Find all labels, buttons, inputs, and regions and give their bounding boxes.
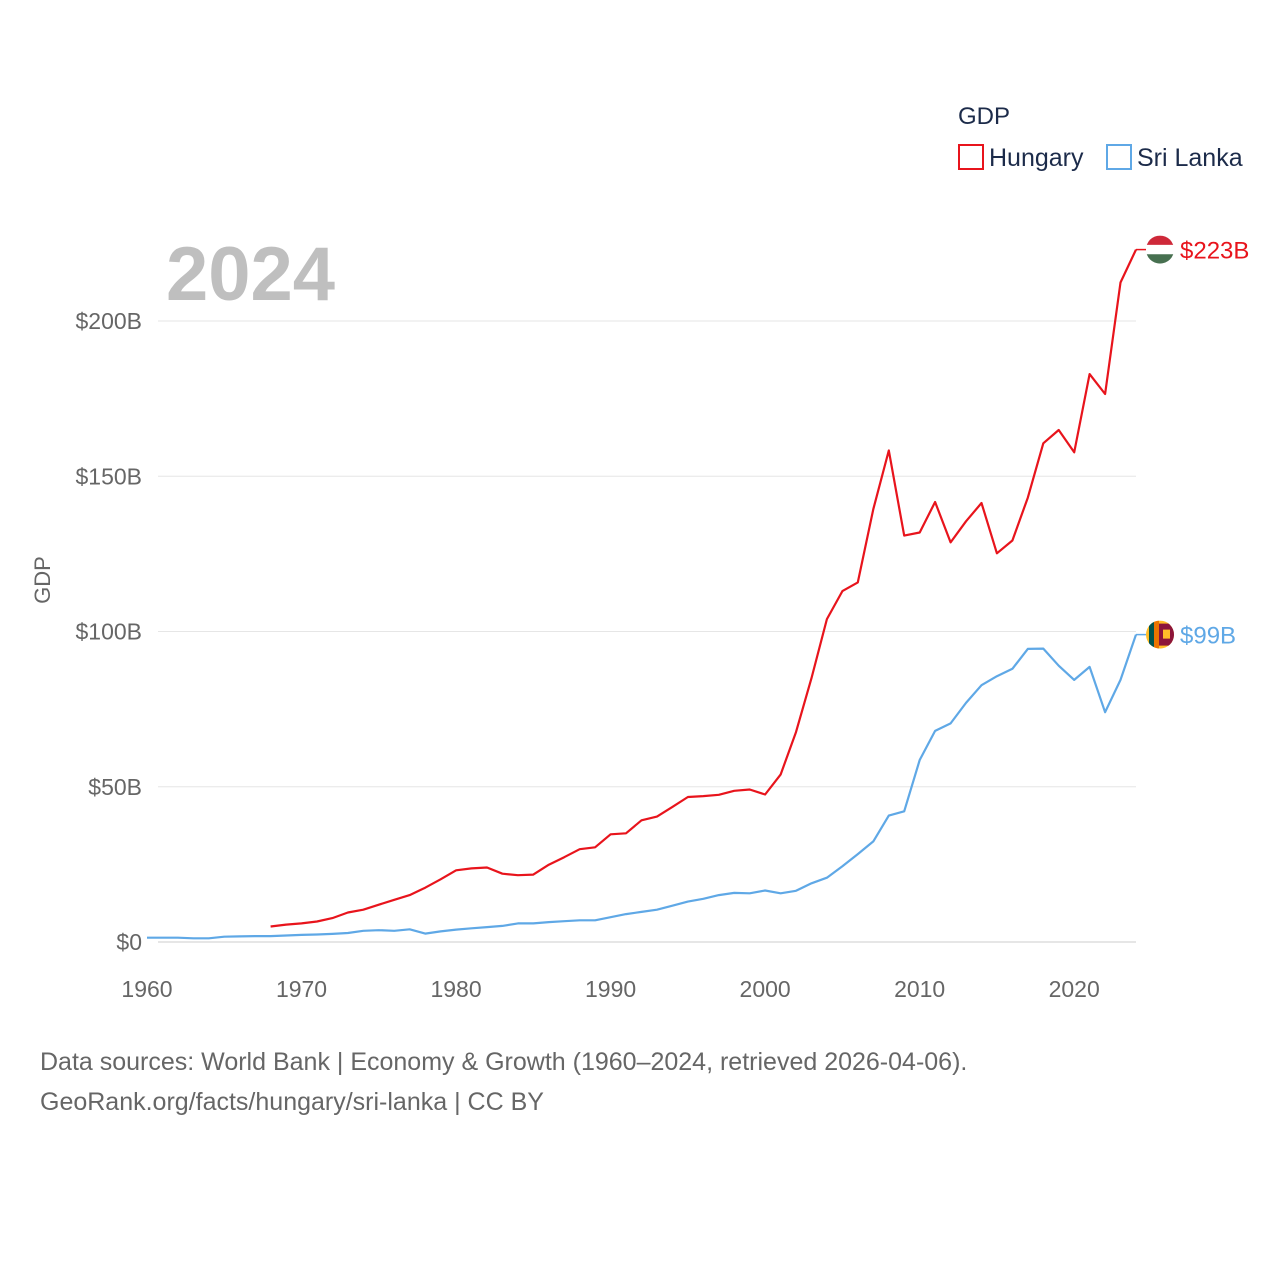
end-label-hungary: $223B [1180,238,1249,265]
legend-label-sri-lanka: Sri Lanka [1137,144,1243,172]
x-tick-label: 1970 [276,976,327,1002]
series-line-sri-lanka[interactable] [147,634,1138,940]
y-tick-label: $100B [75,619,142,645]
y-tick-label: $200B [75,308,142,334]
end-label-sri-lanka: $99B [1180,623,1236,650]
year-label: 2024 [166,232,335,317]
x-tick-label: 2020 [1049,976,1100,1002]
y-tick-label: $0 [116,929,142,955]
x-tick-label: 2000 [740,976,791,1002]
legend-swatch-hungary [958,144,984,170]
end-labels: $223B $99B [1136,235,1249,650]
y-tick-label: $50B [88,774,142,800]
legend: GDP Hungary Sri Lanka [958,103,1243,172]
legend-title: GDP [958,103,1010,130]
legend-item-sri-lanka[interactable]: Sri Lanka [1106,144,1243,172]
series-line-hungary[interactable] [270,249,1137,928]
sri-lanka-flag-icon [1146,620,1174,649]
footer: Data sources: World Bank | Economy & Gro… [40,1042,967,1122]
source-link[interactable]: GeoRank.org/facts/hungary/sri-lanka | CC… [40,1088,544,1116]
x-tick-label: 1980 [430,976,481,1002]
y-axis-title: GDP [30,556,55,604]
gridlines [158,320,1136,943]
x-tick-label: 1960 [121,976,172,1002]
hungary-flag-icon [1146,235,1174,264]
legend-item-hungary[interactable]: Hungary [958,144,1084,172]
legend-label-hungary: Hungary [989,144,1084,172]
axes: $0 $50B $100B $150B $200B 1960 1970 1980 1990 200… [75,308,1099,1002]
series-lines [147,249,1138,940]
data-sources-text: Data sources: World Bank | Economy & Gro… [40,1048,968,1076]
legend-swatch-sri-lanka [1106,144,1132,170]
gdp-line-chart: $0 $50B $100B $150B $200B 1960 1970 1980 1990 200… [30,103,1249,1002]
x-tick-label: 2010 [894,976,945,1002]
x-tick-label: 1990 [585,976,636,1002]
y-tick-label: $150B [75,463,142,489]
